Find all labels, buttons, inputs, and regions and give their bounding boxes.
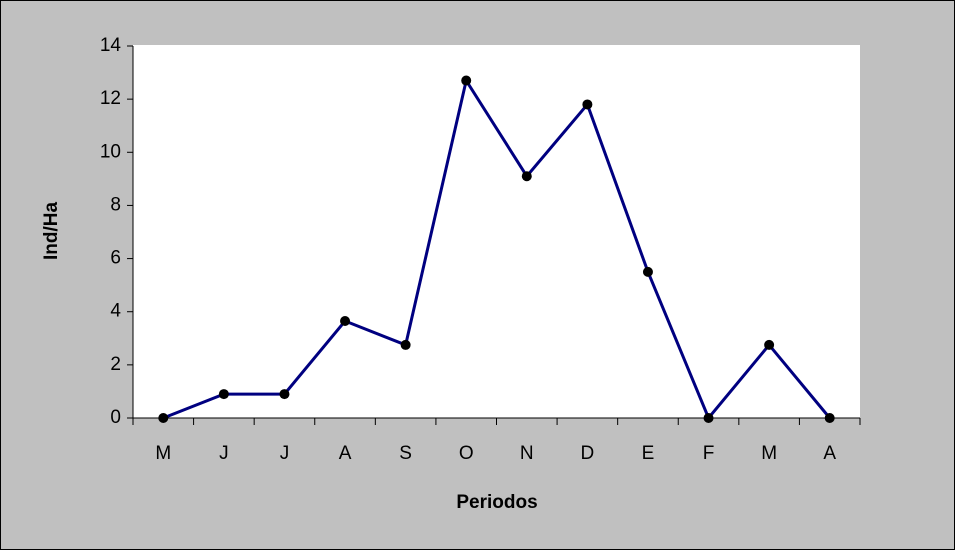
data-point xyxy=(642,266,653,277)
data-point xyxy=(218,389,229,400)
data-point xyxy=(582,99,593,110)
x-tick-label: D xyxy=(581,443,595,464)
x-tick-label: J xyxy=(280,443,290,464)
x-tick-label: S xyxy=(399,443,412,464)
x-tick-label: A xyxy=(339,443,352,464)
data-point xyxy=(461,75,472,86)
x-tick-label: M xyxy=(761,443,777,464)
data-point xyxy=(824,413,835,423)
y-axis-label: Ind/Ha xyxy=(41,202,62,260)
data-point xyxy=(703,413,714,423)
data-point xyxy=(158,413,169,423)
y-tick-label: 6 xyxy=(110,248,121,269)
x-tick-label: A xyxy=(823,443,836,464)
y-tick-label: 2 xyxy=(110,354,121,375)
data-line xyxy=(162,76,831,421)
x-tick-label: F xyxy=(703,443,715,464)
data-point xyxy=(521,171,532,182)
y-tick-label: 10 xyxy=(100,141,121,162)
x-axis-label: Periodos xyxy=(456,492,537,513)
data-point xyxy=(400,339,411,350)
data-point xyxy=(764,339,775,350)
plot-area xyxy=(133,45,860,418)
x-tick-label: N xyxy=(520,443,534,464)
x-tick-label: E xyxy=(642,443,655,464)
y-tick-label: 8 xyxy=(110,194,121,215)
y-tick-label: 12 xyxy=(100,88,121,109)
y-tick-label: 14 xyxy=(100,35,122,56)
x-tick-label: J xyxy=(219,443,229,464)
y-tick-label: 4 xyxy=(110,301,121,322)
x-tick-label: M xyxy=(155,443,171,464)
data-point xyxy=(340,316,351,327)
data-point xyxy=(279,389,290,400)
x-tick-label: O xyxy=(459,443,474,464)
y-tick-label: 0 xyxy=(110,407,121,428)
